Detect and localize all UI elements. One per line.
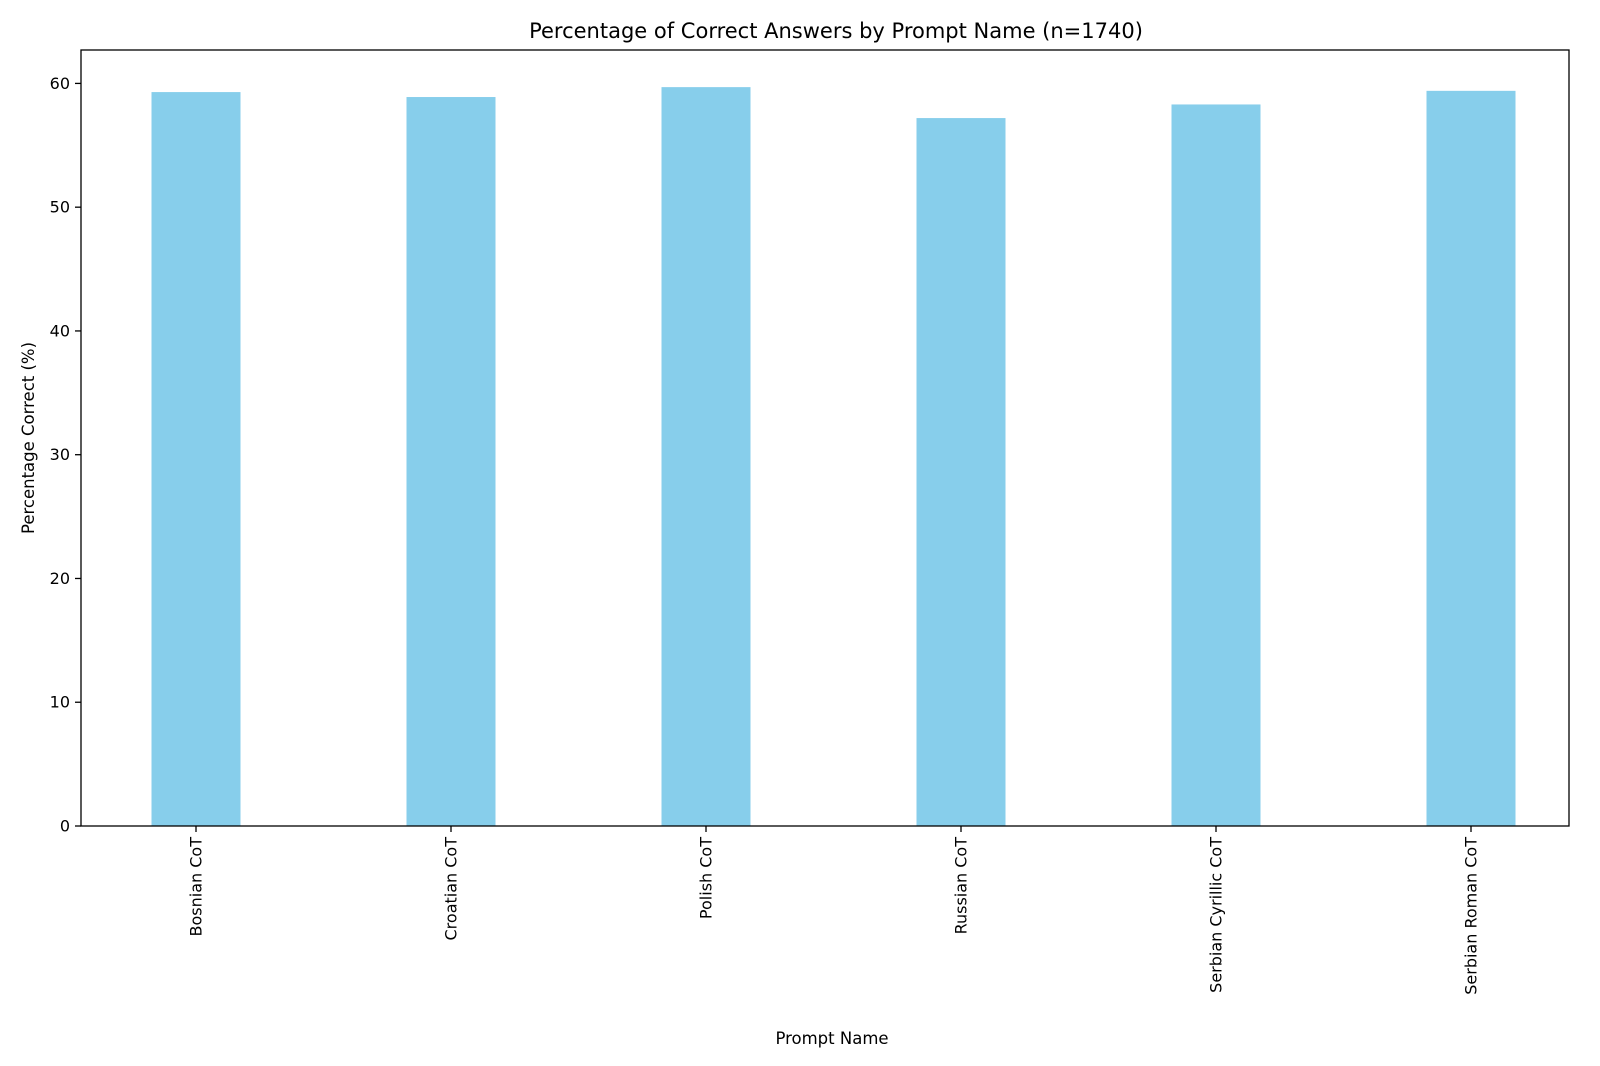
plot-frame — [80, 49, 1570, 827]
x-axis: Bosnian CoT Croatian CoT Polish CoT Russian… — [187, 826, 1481, 995]
x-axis-label: Prompt Name — [775, 1029, 888, 1048]
y-tick-label: 20 — [50, 569, 70, 588]
y-axis-label: Percentage Correct (%) — [19, 342, 38, 534]
chart-title: Percentage of Correct Answers by Prompt … — [529, 19, 1143, 43]
x-tick-label: Serbian Roman CoT — [1462, 837, 1481, 995]
bar-serbian-cyrillic-cot — [1171, 104, 1261, 827]
bar-polish-cot — [661, 87, 751, 826]
x-tick-label: Russian CoT — [952, 837, 971, 935]
bar-russian-cot — [916, 118, 1006, 826]
bar-croatian-cot — [406, 97, 496, 827]
y-tick-label: 60 — [50, 74, 70, 93]
y-tick-label: 50 — [50, 198, 70, 217]
x-tick-label: Polish CoT — [697, 837, 716, 919]
bar-serbian-roman-cot — [1426, 90, 1516, 826]
y-tick-label: 40 — [50, 321, 70, 340]
x-tick-label: Bosnian CoT — [187, 837, 206, 937]
y-axis: 0 10 20 30 40 50 60 — [50, 74, 81, 836]
y-tick-label: 10 — [50, 693, 70, 712]
y-tick-label: 0 — [60, 817, 70, 836]
bar-bosnian-cot — [151, 92, 241, 827]
bars-group — [151, 87, 1516, 827]
x-tick-label: Serbian Cyrillic CoT — [1207, 837, 1226, 993]
y-tick-label: 30 — [50, 445, 70, 464]
x-tick-label: Croatian CoT — [442, 837, 461, 941]
